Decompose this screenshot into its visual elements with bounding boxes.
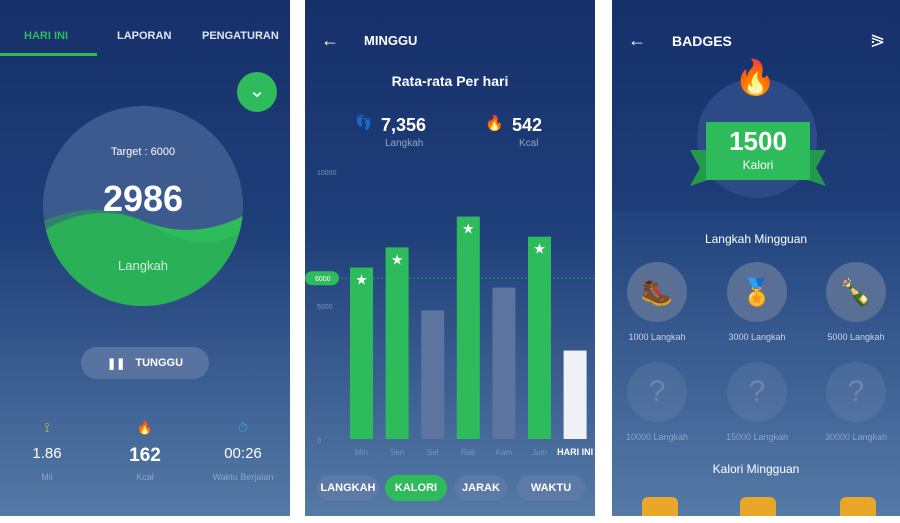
- filter-jarak[interactable]: JARAK: [455, 475, 507, 501]
- badge-label: 1000 Langkah: [628, 332, 686, 342]
- featured-unit: Kalori: [742, 158, 774, 172]
- x-tick-label: HARI INI: [557, 447, 593, 457]
- avg-steps-label: Langkah: [385, 138, 424, 149]
- x-tick-label: Sel: [427, 448, 439, 457]
- stat-value: 1.86: [32, 445, 62, 462]
- tab-today[interactable]: HARI INI: [24, 30, 68, 42]
- calorie-badge-icon: [740, 497, 776, 516]
- route-icon: ⟟: [44, 420, 50, 435]
- badge-label: 5000 Langkah: [827, 332, 885, 342]
- x-tick-label: Sen: [390, 448, 404, 457]
- week-screen: ← MINGGU Rata-rata Per hari 👣 7,356 Lang…: [305, 0, 595, 516]
- ribbon-icon: [690, 122, 826, 186]
- bar-sen[interactable]: [385, 247, 409, 439]
- y-tick-label: 10000: [317, 170, 337, 177]
- screen-title: MINGGU: [364, 33, 418, 48]
- target-label: Target : 6000: [110, 146, 176, 158]
- back-arrow-icon[interactable]: ←: [321, 30, 339, 50]
- badge-locked-icon[interactable]: ?: [727, 362, 787, 422]
- badge-unlocked[interactable]: 🍾: [826, 262, 886, 322]
- steps-count: 2986: [102, 178, 184, 219]
- bar-hari-ini[interactable]: [563, 350, 587, 439]
- badge-locked-icon[interactable]: ?: [826, 362, 886, 422]
- tab-indicator: [0, 53, 97, 56]
- calorie-badge-icon: [840, 497, 876, 516]
- star-icon: ★: [462, 221, 475, 237]
- x-tick-label: Rab: [461, 448, 476, 457]
- stat-label: Mil: [41, 472, 53, 482]
- stopwatch-icon: ⏱: [237, 420, 249, 435]
- stat-value: 00:26: [224, 445, 262, 462]
- star-icon: ★: [391, 251, 404, 267]
- goal-label: 6000: [315, 276, 331, 283]
- stat-label: Kcal: [136, 472, 154, 482]
- tab-report[interactable]: LAPORAN: [117, 30, 172, 42]
- featured-value: 1500: [729, 126, 787, 156]
- y-tick-label: 5000: [317, 304, 333, 311]
- badge-label: 3000 Langkah: [728, 332, 786, 342]
- bar-rab[interactable]: [456, 216, 480, 439]
- stat-value: 162: [129, 445, 161, 466]
- avg-steps: 7,356: [381, 115, 427, 135]
- star-icon: ★: [533, 241, 546, 257]
- back-arrow-icon[interactable]: ←: [628, 30, 646, 50]
- tab-settings[interactable]: PENGATURAN: [202, 30, 279, 42]
- y-tick-label: 0: [317, 438, 321, 445]
- screen-title: BADGES: [672, 33, 732, 49]
- stat-label: Waktu Berjalan: [212, 472, 274, 482]
- badge-label: 10000 Langkah: [625, 432, 689, 442]
- avg-kcal: 542: [512, 115, 543, 135]
- flame-icon: 🔥: [136, 420, 154, 435]
- badge-label: 15000 Langkah: [725, 432, 789, 442]
- today-screen: HARI INI LAPORAN PENGATURAN ⌄ Target : 6…: [0, 0, 290, 516]
- x-tick-label: Jum: [532, 448, 547, 457]
- flame-icon: 🔥: [485, 115, 504, 132]
- section-weekly-calories: Kalori Mingguan: [712, 462, 800, 476]
- badges-screen: ← BADGES ⪘ 🔥 1500 Kalori Langkah Minggua…: [612, 0, 900, 516]
- footsteps-icon: 👣: [355, 114, 373, 130]
- filter-kalori[interactable]: KALORI: [385, 475, 447, 501]
- badge-locked-icon[interactable]: ?: [627, 362, 687, 422]
- x-tick-label: Kam: [496, 448, 513, 457]
- chevron-down-icon[interactable]: ⌄: [237, 72, 277, 112]
- x-tick-label: Min: [355, 448, 368, 457]
- bar-chart: 10000 5000 0 6000 ★ Min ★ Sen Sel ★ Rab Kam ★ Jum HARI…: [305, 170, 595, 457]
- bar-jum[interactable]: [528, 236, 551, 439]
- progress-circle: Target : 6000 2986 Langkah: [43, 106, 243, 306]
- badge-unlocked[interactable]: 🏅: [727, 262, 787, 322]
- bar-kam[interactable]: [492, 287, 516, 439]
- star-icon: ★: [355, 271, 368, 287]
- calorie-badge-icon: [642, 497, 678, 516]
- filter-waktu[interactable]: WAKTU: [517, 475, 585, 501]
- pause-icon: ❚❚: [106, 357, 126, 370]
- torch-icon: 🔥: [734, 59, 777, 97]
- average-heading: Rata-rata Per hari: [391, 73, 509, 89]
- filter-langkah[interactable]: LANGKAH: [317, 475, 379, 501]
- badge-label: 30000 Langkah: [824, 432, 888, 442]
- bar-sel[interactable]: [421, 310, 445, 439]
- avg-kcal-label: Kcal: [519, 138, 539, 149]
- steps-label: Langkah: [118, 258, 168, 273]
- section-weekly-steps: Langkah Mingguan: [704, 232, 808, 246]
- pause-button[interactable]: ❚❚ TUNGGU: [81, 347, 209, 379]
- goal-marker: [305, 271, 339, 286]
- badge-unlocked[interactable]: 🥾: [627, 262, 687, 322]
- bar-min[interactable]: [350, 267, 373, 439]
- share-icon[interactable]: ⪘: [870, 30, 886, 50]
